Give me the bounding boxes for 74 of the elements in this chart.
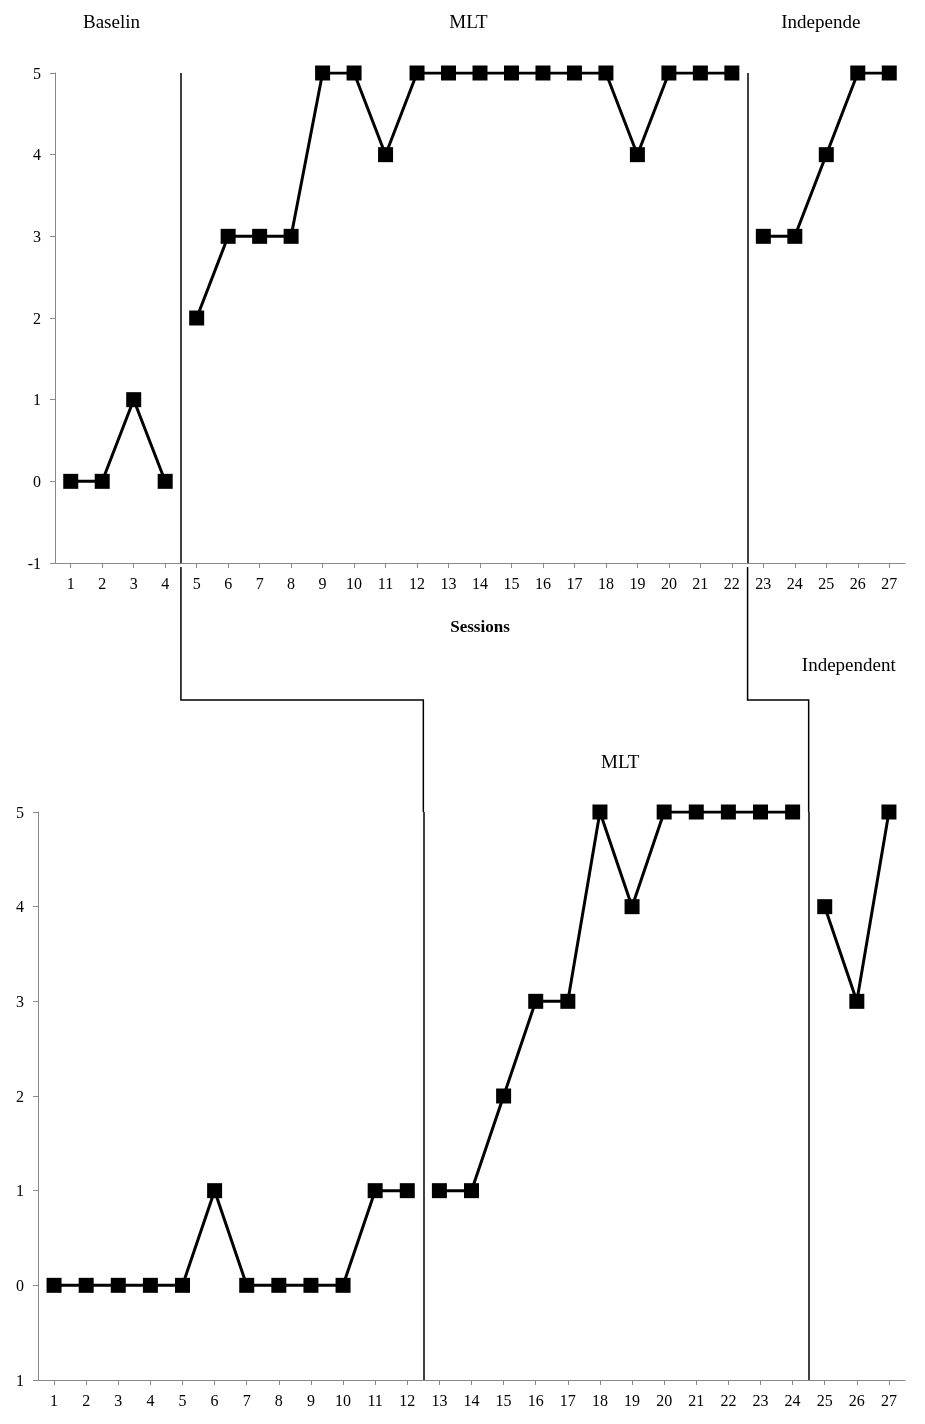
x-tick-label: 18 xyxy=(597,574,614,592)
x-tick-label: 11 xyxy=(377,574,394,592)
y-tick-label: 5 xyxy=(16,803,24,821)
x-tick-label: 26 xyxy=(848,1391,865,1409)
x-tick-label: 10 xyxy=(335,1391,352,1409)
x-tick-label: 6 xyxy=(210,1391,219,1409)
x-tick-label: 6 xyxy=(224,574,233,592)
x-tick-label: 10 xyxy=(346,574,363,592)
x-tick-label: 25 xyxy=(816,1391,833,1409)
y-tick-label: 2 xyxy=(33,309,41,327)
y-tick-label: 1 xyxy=(33,391,41,409)
x-tick-label: 13 xyxy=(431,1391,448,1409)
y-tick-label: 2 xyxy=(16,1087,24,1105)
x-tick-label: 16 xyxy=(527,1391,544,1409)
y-tick-label: 4 xyxy=(16,898,24,916)
x-tick-label: 21 xyxy=(692,574,709,592)
x-tick-label: 22 xyxy=(723,574,740,592)
x-tick-label: 23 xyxy=(752,1391,769,1409)
x-tick-label: 24 xyxy=(784,1391,801,1409)
y-tick-label: 3 xyxy=(16,992,24,1010)
x-tick-label: 12 xyxy=(409,574,426,592)
x-tick-label: 16 xyxy=(534,574,551,592)
x-tick-label: 17 xyxy=(566,574,583,592)
x-tick-label: 12 xyxy=(399,1391,416,1409)
x-tick-label: 26 xyxy=(849,574,866,592)
x-tick-label: 20 xyxy=(660,574,677,592)
x-axis-title: Sessions xyxy=(450,617,511,636)
x-tick-label: 27 xyxy=(880,1391,897,1409)
text: Independe xyxy=(781,11,861,32)
x-tick-label: 27 xyxy=(881,574,898,592)
x-tick-label: 8 xyxy=(287,574,296,592)
x-tick-label: 4 xyxy=(146,1391,155,1409)
x-tick-label: 15 xyxy=(495,1391,512,1409)
y-tick-label: 1 xyxy=(16,1371,24,1389)
x-tick-label: 14 xyxy=(472,574,488,592)
x-tick-label: 3 xyxy=(114,1391,123,1409)
text: Baselin xyxy=(82,11,141,32)
x-tick-label: 17 xyxy=(559,1391,576,1409)
x-tick-label: 24 xyxy=(786,574,803,592)
text: MLT xyxy=(449,11,489,32)
y-tick-label: 0 xyxy=(33,472,41,490)
x-tick-label: 14 xyxy=(463,1391,480,1409)
y-tick-label: 3 xyxy=(33,227,41,245)
x-tick-label: 22 xyxy=(720,1391,737,1409)
x-tick-label: 9 xyxy=(306,1391,315,1409)
x-tick-label: 7 xyxy=(255,574,264,592)
x-tick-label: 8 xyxy=(274,1391,283,1409)
y-tick-label: -1 xyxy=(27,554,41,572)
x-tick-label: 11 xyxy=(367,1391,383,1409)
y-tick-label: 4 xyxy=(33,146,41,164)
x-tick-label: 15 xyxy=(503,574,520,592)
text: Independent xyxy=(801,654,897,675)
x-tick-label: 19 xyxy=(624,1391,641,1409)
x-tick-label: 2 xyxy=(98,574,107,592)
x-tick-label: 9 xyxy=(318,574,327,592)
x-tick-label: 7 xyxy=(242,1391,251,1409)
y-tick-label: 5 xyxy=(33,64,41,82)
x-tick-label: 1 xyxy=(50,1391,59,1409)
y-tick-label: 1 xyxy=(16,1182,24,1200)
x-tick-label: 18 xyxy=(591,1391,608,1409)
x-tick-label: 2 xyxy=(82,1391,91,1409)
text: MLT xyxy=(601,751,640,772)
x-tick-label: 3 xyxy=(129,574,138,592)
x-tick-label: 23 xyxy=(755,574,772,592)
x-tick-label: 19 xyxy=(629,574,646,592)
x-tick-label: 4 xyxy=(161,574,170,592)
x-tick-label: 20 xyxy=(656,1391,673,1409)
y-tick-label: 0 xyxy=(16,1276,24,1294)
x-tick-label: 1 xyxy=(66,574,75,592)
x-tick-label: 13 xyxy=(440,574,457,592)
x-tick-label: 21 xyxy=(688,1391,705,1409)
x-tick-label: 25 xyxy=(818,574,835,592)
x-tick-label: 5 xyxy=(178,1391,187,1409)
x-tick-label: 5 xyxy=(192,574,201,592)
